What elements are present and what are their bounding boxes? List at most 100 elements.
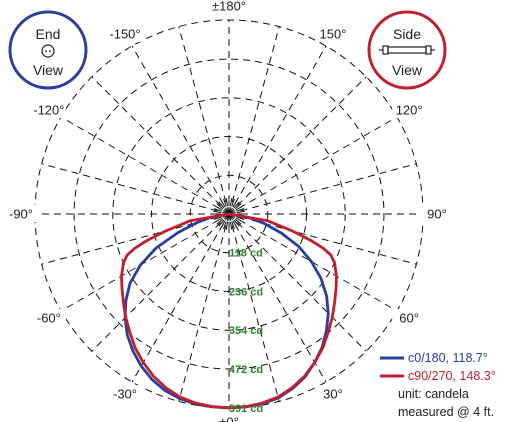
lamp-side-icon	[379, 45, 435, 55]
origin-tick	[236, 210, 245, 214]
origin-tick	[218, 201, 225, 209]
grid-spoke-15	[228, 213, 280, 402]
origin-tick	[234, 218, 242, 225]
angle-label-bg	[212, 0, 246, 14]
legend: c0/180, 118.7° c90/270, 148.3° unit: can…	[380, 351, 496, 419]
origin-tick	[216, 218, 224, 225]
grid-ring-472	[73, 58, 385, 370]
origin-tick	[223, 198, 227, 207]
origin-tick	[235, 205, 244, 211]
ring-label-118: 118 cd	[229, 248, 263, 260]
measurement-note: measured @ 4 ft.	[398, 405, 494, 419]
origin-tick	[220, 199, 226, 208]
end-view-title: End	[36, 26, 61, 42]
angle-label: -90°	[9, 207, 33, 222]
angle-label: 150°	[320, 26, 347, 41]
grid-spoke-240	[60, 116, 230, 215]
origin-tick	[214, 217, 223, 223]
origin-tick	[213, 208, 222, 212]
origin-tick	[229, 198, 233, 207]
origin-tick	[235, 217, 244, 223]
grid-spoke-210	[131, 45, 230, 215]
angle-label-bg	[316, 385, 350, 403]
angle-label-bg	[212, 413, 246, 422]
ring-label-354: 354 cd	[229, 325, 263, 337]
angle-label: -150°	[109, 26, 140, 41]
angle-label: 60°	[399, 311, 419, 326]
angle-label-bg	[31, 309, 66, 326]
angle-label-bg	[392, 309, 427, 326]
side-view-title: Side	[393, 26, 421, 42]
origin-tick	[223, 221, 227, 230]
angle-label: ±0°	[219, 415, 239, 422]
angle-label: 30°	[323, 387, 343, 402]
ring-labels: 118 cd 236 cd 354 cd 472 cd 591 cd	[229, 248, 263, 415]
end-view-badge: End View	[8, 10, 88, 90]
intensity-curves	[120, 212, 338, 410]
grid-spoke-150	[228, 45, 327, 215]
origin-tick	[232, 199, 238, 208]
grid-spoke-255	[41, 163, 230, 215]
origin-tick	[231, 221, 235, 230]
end-view-subtitle: View	[33, 62, 64, 78]
origin-tick	[225, 198, 229, 207]
grid-spoke-345	[178, 213, 230, 402]
grid-spoke-195	[178, 26, 230, 215]
unit-note: unit: candela	[398, 387, 469, 401]
origin-tick	[229, 221, 233, 230]
origin-tick	[233, 201, 240, 209]
origin-tick	[218, 219, 225, 227]
grid-spoke-165	[228, 26, 280, 215]
grid-spoke-105	[228, 163, 417, 215]
origin-tick	[213, 216, 222, 220]
grid-spoke-45	[228, 213, 367, 352]
origin-tick	[216, 203, 224, 210]
origin-tick	[236, 216, 245, 220]
grid-ring-354	[112, 97, 346, 331]
origin-tick	[220, 220, 226, 229]
grid-spoke-315	[91, 213, 230, 352]
origin-tick	[214, 205, 223, 211]
origin-tick	[236, 208, 245, 212]
angle-label: ±180°	[212, 0, 246, 14]
angle-label: -60°	[37, 311, 61, 326]
angle-label-bg	[31, 101, 66, 118]
ring-label-591: 591 cd	[229, 403, 263, 415]
origin-tick	[213, 210, 222, 214]
legend-label-c90-270: c90/270, 148.3°	[408, 369, 496, 383]
origin-tick	[232, 220, 238, 229]
origin-tick	[225, 221, 229, 230]
grid-spoke-120	[228, 116, 398, 215]
grid-spoke-225	[91, 76, 230, 215]
grid-spoke-75	[228, 213, 417, 265]
side-view-subtitle: View	[392, 62, 423, 78]
side-view-badge: Side View	[367, 10, 447, 90]
angle-label: -30°	[113, 387, 137, 402]
angle-label: 90°	[427, 207, 447, 222]
grid-spoke-30	[228, 213, 327, 383]
side-view-badge-circle	[367, 10, 447, 90]
lamp-end-icon	[41, 44, 55, 58]
angle-label-bg	[108, 24, 142, 42]
angle-label: -120°	[33, 103, 64, 118]
grid-spoke-285	[41, 213, 230, 265]
angle-label-bg	[316, 24, 350, 42]
angle-label-bg	[4, 205, 38, 222]
legend-label-c0-180: c0/180, 118.7°	[408, 351, 488, 365]
ring-label-236: 236 cd	[229, 286, 263, 298]
origin-tick	[233, 219, 240, 227]
grid-spoke-330	[131, 213, 230, 383]
origin-tick	[234, 203, 242, 210]
end-view-badge-circle	[8, 10, 88, 90]
angle-label-bg	[108, 385, 142, 403]
series-curve-1	[120, 212, 338, 410]
angle-label: 120°	[396, 103, 423, 118]
origin-tick	[231, 198, 235, 207]
angle-labels: ±180° 150° -150° 120° -120° 90° -90° 60° -60° 30°…	[4, 0, 454, 422]
ring-label-472: 472 cd	[229, 364, 263, 376]
grid-spoke-300	[60, 213, 230, 312]
angle-label-bg	[420, 205, 454, 222]
grid-spoke-135	[228, 76, 367, 215]
angle-label-bg	[392, 101, 427, 118]
